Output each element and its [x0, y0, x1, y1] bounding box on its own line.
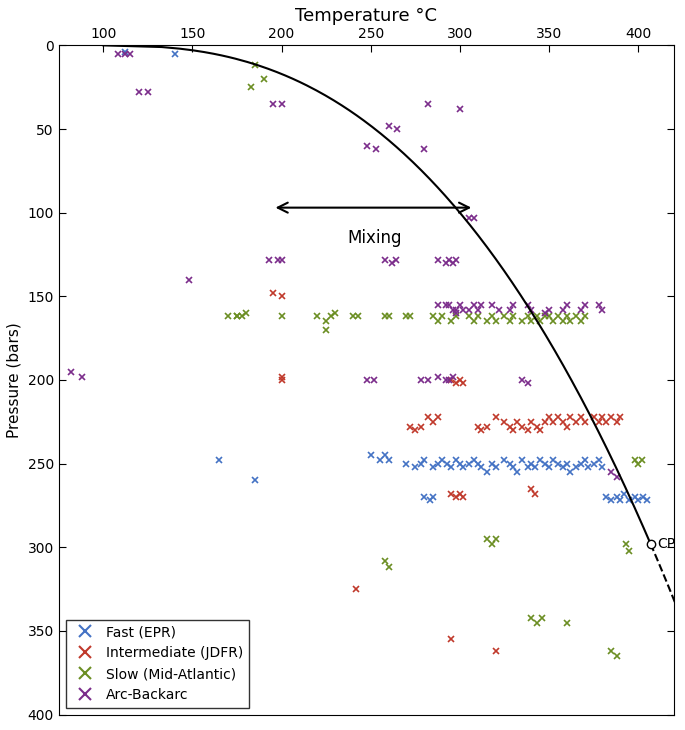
Legend: Fast (EPR), Intermediate (JDFR), Slow (Mid-Atlantic), Arc-Backarc: Fast (EPR), Intermediate (JDFR), Slow (M… — [66, 620, 249, 707]
X-axis label: Temperature °C: Temperature °C — [295, 7, 437, 25]
Text: CP: CP — [658, 537, 676, 551]
Y-axis label: Pressure (bars): Pressure (bars) — [7, 322, 22, 438]
Text: Mixing: Mixing — [347, 229, 401, 247]
